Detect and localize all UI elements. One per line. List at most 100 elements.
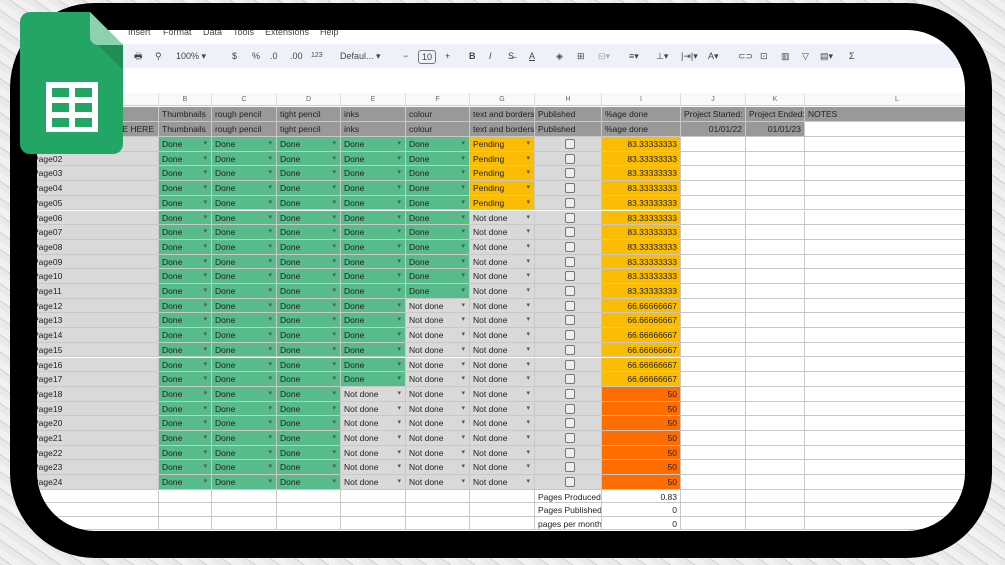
increase-decimal-button[interactable]: .00 — [290, 51, 303, 61]
status-dropdown[interactable]: Done — [277, 137, 341, 152]
empty-cell[interactable] — [805, 239, 966, 255]
empty-cell[interactable] — [805, 386, 966, 402]
status-dropdown[interactable]: Done — [159, 445, 212, 461]
status-dropdown[interactable]: Done — [212, 284, 277, 299]
published-checkbox[interactable] — [564, 168, 575, 179]
empty-cell[interactable] — [746, 210, 805, 226]
empty-cell[interactable] — [681, 284, 746, 299]
published-checkbox[interactable] — [564, 359, 575, 370]
empty-cell[interactable] — [681, 460, 746, 476]
percent-button[interactable]: % — [252, 51, 261, 61]
status-dropdown[interactable]: Not done — [470, 372, 535, 387]
empty-cell[interactable] — [681, 516, 746, 531]
empty-cell[interactable] — [746, 445, 805, 461]
status-dropdown[interactable]: Done — [341, 328, 406, 343]
empty-cell[interactable] — [805, 298, 966, 314]
status-dropdown[interactable]: Not done — [470, 254, 535, 270]
link-icon[interactable]: ⊂⊃ — [738, 51, 754, 61]
status-dropdown[interactable]: Done — [159, 166, 212, 182]
status-dropdown[interactable]: Done — [277, 195, 341, 211]
empty-cell[interactable] — [746, 416, 805, 431]
empty-cell[interactable] — [805, 151, 966, 167]
status-dropdown[interactable]: Done — [277, 181, 341, 196]
menu-extensions[interactable]: Extensions — [265, 27, 310, 37]
status-dropdown[interactable]: Not done — [406, 386, 470, 402]
status-dropdown[interactable]: Done — [212, 254, 277, 270]
menu-data[interactable]: Data — [203, 27, 223, 37]
currency-button[interactable]: $ — [232, 51, 238, 61]
status-dropdown[interactable]: Done — [277, 166, 341, 182]
zoom-select[interactable]: 100% ▾ — [176, 51, 207, 61]
column-header-C[interactable]: C — [212, 93, 277, 106]
empty-cell[interactable] — [746, 298, 805, 314]
status-dropdown[interactable]: Done — [406, 284, 470, 299]
column-header-B[interactable]: B — [159, 93, 212, 106]
empty-cell[interactable] — [341, 503, 406, 517]
menu-tools[interactable]: Tools — [233, 27, 255, 37]
status-dropdown[interactable]: Done — [212, 401, 277, 417]
status-dropdown[interactable]: Done — [277, 328, 341, 343]
status-dropdown[interactable]: Done — [406, 137, 470, 152]
status-dropdown[interactable]: Not done — [470, 431, 535, 446]
status-dropdown[interactable]: Not done — [341, 475, 406, 490]
status-dropdown[interactable]: Done — [341, 166, 406, 182]
status-dropdown[interactable]: Done — [341, 372, 406, 387]
empty-cell[interactable] — [681, 239, 746, 255]
empty-cell[interactable] — [805, 137, 966, 152]
empty-cell[interactable] — [805, 210, 966, 226]
status-dropdown[interactable]: Done — [159, 401, 212, 417]
status-dropdown[interactable]: Done — [277, 313, 341, 329]
status-dropdown[interactable]: Done — [159, 137, 212, 152]
status-dropdown[interactable]: Done — [159, 151, 212, 167]
empty-cell[interactable] — [406, 503, 470, 517]
empty-cell[interactable] — [746, 181, 805, 196]
status-dropdown[interactable]: Done — [212, 445, 277, 461]
empty-cell[interactable] — [277, 516, 341, 531]
status-dropdown[interactable]: Done — [159, 181, 212, 196]
status-dropdown[interactable]: Done — [341, 195, 406, 211]
font-size-increase-icon[interactable]: + — [445, 51, 451, 61]
empty-cell[interactable] — [805, 284, 966, 299]
empty-cell[interactable] — [681, 298, 746, 314]
empty-cell[interactable] — [159, 489, 212, 504]
filter-views-icon[interactable]: ▤▾ — [820, 51, 834, 61]
empty-cell[interactable] — [746, 239, 805, 255]
published-checkbox[interactable] — [564, 374, 575, 385]
column-header-F[interactable]: F — [406, 93, 470, 106]
status-dropdown[interactable]: Done — [159, 298, 212, 314]
font-size-input[interactable]: 10 — [418, 50, 437, 64]
published-checkbox[interactable] — [564, 212, 575, 223]
status-dropdown[interactable]: Done — [212, 475, 277, 490]
empty-cell[interactable] — [746, 151, 805, 167]
status-dropdown[interactable]: Not done — [470, 475, 535, 490]
status-dropdown[interactable]: Done — [341, 313, 406, 329]
published-checkbox[interactable] — [564, 447, 575, 458]
empty-cell[interactable] — [805, 372, 966, 387]
status-dropdown[interactable]: Done — [159, 284, 212, 299]
status-dropdown[interactable]: Not done — [406, 431, 470, 446]
status-dropdown[interactable]: Not done — [470, 210, 535, 226]
status-dropdown[interactable]: Done — [212, 357, 277, 373]
status-dropdown[interactable]: Done — [212, 195, 277, 211]
status-dropdown[interactable]: Not done — [470, 342, 535, 358]
status-dropdown[interactable]: Not done — [470, 298, 535, 314]
status-dropdown[interactable]: Done — [159, 416, 212, 431]
empty-cell[interactable] — [470, 489, 535, 504]
empty-cell[interactable] — [681, 151, 746, 167]
status-dropdown[interactable]: Done — [406, 269, 470, 284]
status-dropdown[interactable]: Pending — [470, 181, 535, 196]
status-dropdown[interactable]: Done — [277, 298, 341, 314]
status-dropdown[interactable]: Done — [212, 342, 277, 358]
empty-cell[interactable] — [746, 166, 805, 182]
status-dropdown[interactable]: Done — [159, 342, 212, 358]
font-select[interactable]: Defaul... ▾ — [340, 51, 381, 61]
column-header-L[interactable]: L — [805, 93, 966, 106]
status-dropdown[interactable]: Done — [159, 195, 212, 211]
empty-cell[interactable] — [746, 460, 805, 476]
status-dropdown[interactable]: Done — [406, 239, 470, 255]
column-header-D[interactable]: D — [277, 93, 341, 106]
published-checkbox[interactable] — [564, 433, 575, 443]
empty-cell[interactable] — [805, 313, 966, 329]
empty-cell[interactable] — [470, 503, 535, 517]
paint-format-icon[interactable]: ⚲ — [155, 51, 162, 61]
